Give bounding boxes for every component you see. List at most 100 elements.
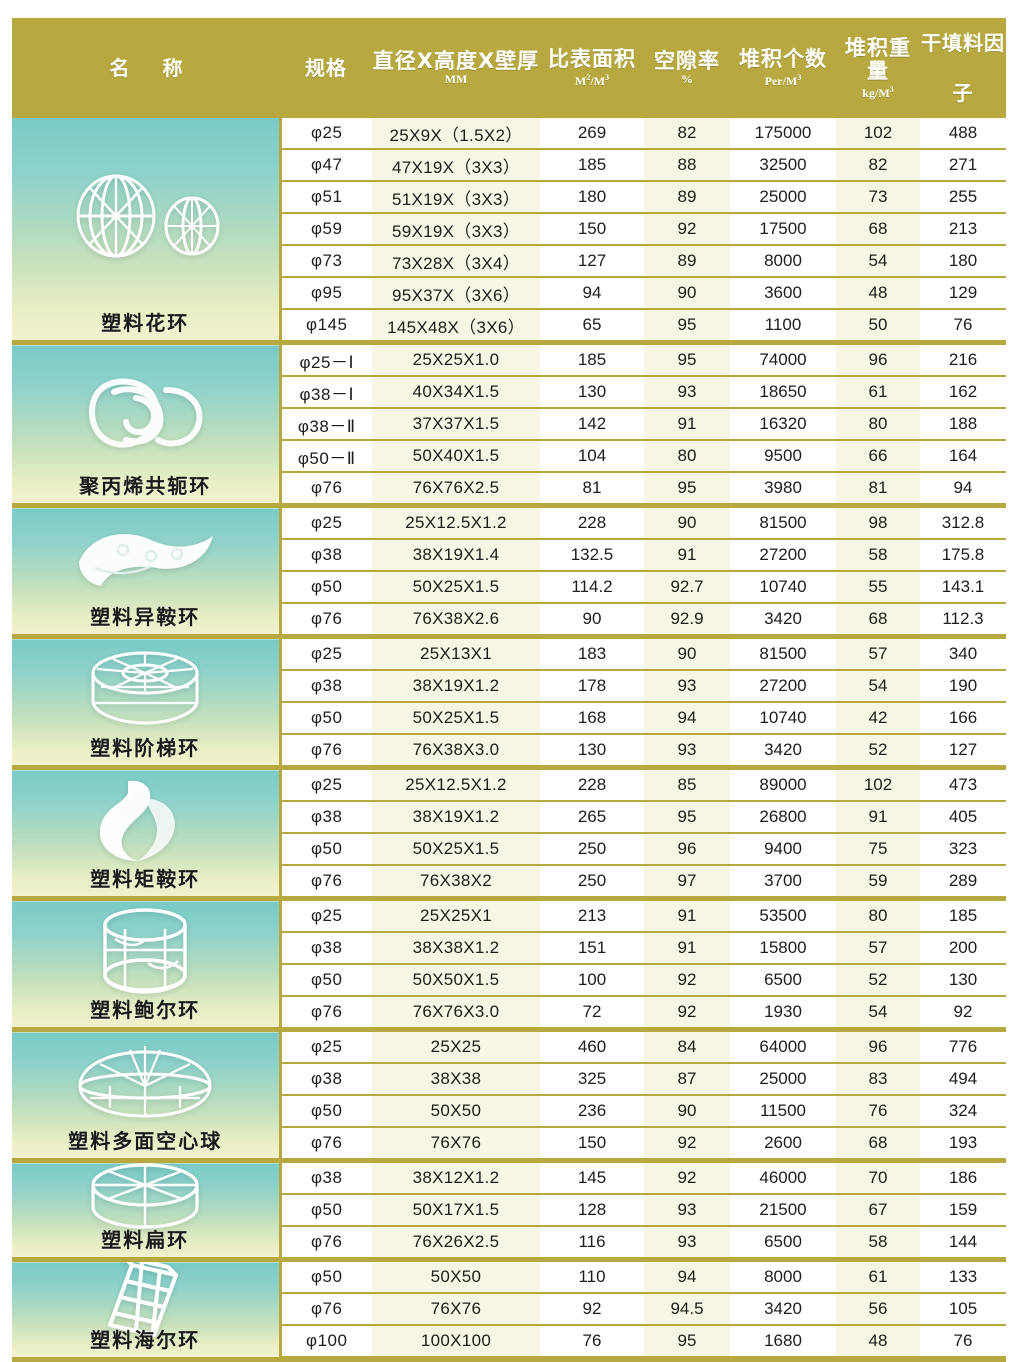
cell-specific-area: 183 [540, 636, 644, 671]
cell-void-fraction: 92 [644, 213, 730, 246]
cell-count: 81500 [730, 636, 836, 671]
cell-count: 2600 [730, 1127, 836, 1163]
cell-dry-packing-factor: 193 [920, 1127, 1006, 1163]
cell-void-fraction: 95 [644, 342, 730, 377]
cell-dry-packing-factor: 405 [920, 801, 1006, 834]
cell-spec: φ76 [280, 996, 372, 1032]
cell-count: 32500 [730, 149, 836, 182]
cell-spec: φ76 [280, 865, 372, 901]
cell-void-fraction: 82 [644, 118, 730, 150]
cell-count: 18650 [730, 376, 836, 409]
col-header-name: 名 称 [12, 18, 280, 118]
cell-count: 9400 [730, 833, 836, 866]
cell-specific-area: 325 [540, 1063, 644, 1096]
cell-specific-area: 110 [540, 1259, 644, 1294]
table-row: φ76 76X76 92 94.5 3420 56 105 [12, 1293, 1006, 1326]
cell-spec: φ76 [280, 1226, 372, 1262]
cell-void-fraction: 92 [644, 964, 730, 997]
cell-void-fraction: 87 [644, 1063, 730, 1096]
cell-dry-packing-factor: 200 [920, 932, 1006, 965]
table-row: φ59 59X19X（3X3） 150 92 17500 68 213 [12, 213, 1006, 246]
cell-specific-area: 185 [540, 149, 644, 182]
cell-specific-area: 250 [540, 833, 644, 866]
cell-specific-area: 180 [540, 181, 644, 214]
cell-dry-packing-factor: 213 [920, 213, 1006, 246]
cell-dry-packing-factor: 92 [920, 996, 1006, 1032]
cell-specific-area: 127 [540, 245, 644, 278]
cell-specific-area: 178 [540, 670, 644, 703]
col-header-dimension-unit: MM [444, 72, 468, 86]
cell-weight: 68 [836, 213, 920, 246]
cell-count: 81500 [730, 505, 836, 540]
cell-count: 25000 [730, 181, 836, 214]
cell-specific-area: 76 [540, 1325, 644, 1362]
table-row: φ51 51X19X（3X3） 180 89 25000 73 255 [12, 181, 1006, 214]
cell-weight: 98 [836, 505, 920, 540]
product-name-label: 塑料阶梯环 [90, 736, 201, 760]
cell-specific-area: 265 [540, 801, 644, 834]
cell-dimension: 76X76 [372, 1293, 540, 1326]
table-row: 塑料阶梯环 φ25 25X13X1 183 90 81500 57 340 [12, 636, 1006, 770]
col-header-void-fraction: 空隙率 % [644, 18, 730, 118]
cell-count: 1930 [730, 996, 836, 1032]
cell-dimension: 76X76X3.0 [372, 996, 540, 1032]
cell-specific-area: 100 [540, 964, 644, 997]
cell-specific-area: 116 [540, 1226, 644, 1262]
cell-dimension: 76X38X3.0 [372, 734, 540, 770]
cell-specific-area: 132.5 [540, 539, 644, 572]
table-row: φ50－Ⅱ 50X40X1.5 104 80 9500 66 164 [12, 440, 1006, 473]
cell-void-fraction: 90 [644, 636, 730, 671]
table-row: φ38－Ⅰ 40X34X1.5 130 93 18650 61 162 [12, 376, 1006, 409]
table-row: φ50 50X17X1.5 128 93 21500 67 159 [12, 1194, 1006, 1227]
cell-void-fraction: 89 [644, 245, 730, 278]
cell-weight: 70 [836, 1160, 920, 1195]
cell-specific-area: 130 [540, 376, 644, 409]
cell-dimension: 38X19X1.4 [372, 539, 540, 572]
cell-count: 10740 [730, 571, 836, 604]
cell-specific-area: 185 [540, 342, 644, 377]
cell-void-fraction: 91 [644, 932, 730, 965]
cell-specific-area: 90 [540, 603, 644, 639]
cell-void-fraction: 95 [644, 801, 730, 834]
cell-dimension: 25X13X1 [372, 636, 540, 671]
cell-specific-area: 150 [540, 1127, 644, 1163]
col-header-void-fraction-label: 空隙率 [654, 49, 720, 73]
cell-count: 25000 [730, 1063, 836, 1096]
cell-spec: φ25－Ⅰ [280, 342, 372, 377]
table-row: φ145 145X48X（3X6） 65 95 1100 50 76 [12, 309, 1006, 345]
cell-weight: 61 [836, 376, 920, 409]
cell-weight: 54 [836, 245, 920, 278]
cell-count: 11500 [730, 1095, 836, 1128]
table-row: φ38 38X38 325 87 25000 83 494 [12, 1063, 1006, 1096]
cell-spec: φ38 [280, 539, 372, 572]
cell-void-fraction: 94 [644, 1259, 730, 1294]
cell-void-fraction: 94 [644, 702, 730, 735]
col-header-weight-label: 堆积重量 [845, 35, 911, 83]
cell-dry-packing-factor: 112.3 [920, 603, 1006, 639]
cell-weight: 48 [836, 1325, 920, 1362]
cell-spec: φ50 [280, 833, 372, 866]
cascade-ring-icon [12, 643, 277, 735]
cell-spec: φ38 [280, 801, 372, 834]
cell-void-fraction: 91 [644, 898, 730, 933]
cell-count: 8000 [730, 1259, 836, 1294]
cell-weight: 102 [836, 118, 920, 150]
cell-weight: 66 [836, 440, 920, 473]
cell-weight: 81 [836, 472, 920, 508]
cell-count: 175000 [730, 118, 836, 150]
cell-dry-packing-factor: 144 [920, 1226, 1006, 1262]
cell-spec: φ76 [280, 734, 372, 770]
cell-dry-packing-factor: 494 [920, 1063, 1006, 1096]
cell-dry-packing-factor: 162 [920, 376, 1006, 409]
cell-void-fraction: 97 [644, 865, 730, 901]
table-row: φ38 38X19X1.2 178 93 27200 54 190 [12, 670, 1006, 703]
cell-dimension: 50X50X1.5 [372, 964, 540, 997]
product-name-cell: 塑料扁环 [12, 1160, 282, 1262]
col-header-specific-area-label: 比表面积 [548, 47, 636, 71]
cell-dimension: 25X12.5X1.2 [372, 505, 540, 540]
cell-weight: 50 [836, 309, 920, 345]
col-header-dimension: 直径X高度X壁厚 MM [372, 18, 540, 118]
cell-spec: φ50 [280, 702, 372, 735]
product-name-cell: 塑料鲍尔环 [12, 898, 282, 1032]
cell-count: 27200 [730, 539, 836, 572]
